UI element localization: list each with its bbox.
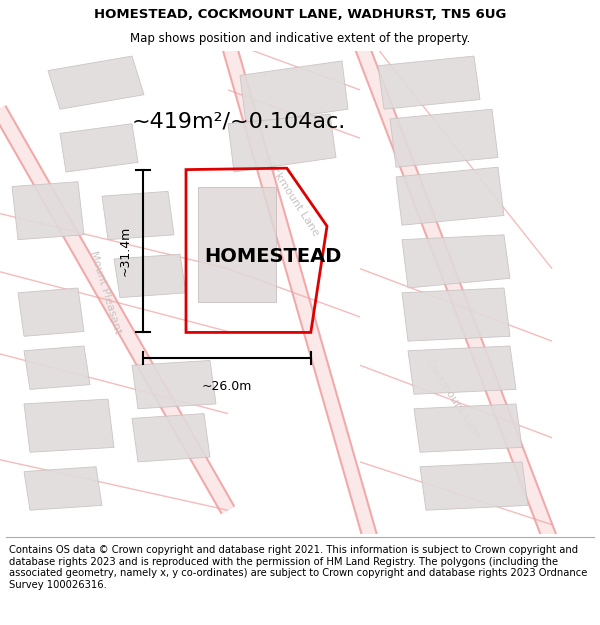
Polygon shape bbox=[48, 56, 144, 109]
Text: HOMESTEAD: HOMESTEAD bbox=[205, 247, 341, 266]
Text: Mount Pleasant: Mount Pleasant bbox=[88, 250, 122, 336]
Text: HOMESTEAD, COCKMOUNT LANE, WADHURST, TN5 6UG: HOMESTEAD, COCKMOUNT LANE, WADHURST, TN5… bbox=[94, 8, 506, 21]
Polygon shape bbox=[102, 191, 174, 239]
Polygon shape bbox=[240, 61, 348, 124]
Polygon shape bbox=[390, 109, 498, 168]
Polygon shape bbox=[24, 399, 114, 452]
Polygon shape bbox=[420, 462, 528, 510]
Polygon shape bbox=[60, 124, 138, 172]
Polygon shape bbox=[12, 182, 84, 239]
Text: ~31.4m: ~31.4m bbox=[119, 226, 132, 276]
Polygon shape bbox=[408, 346, 516, 394]
Polygon shape bbox=[414, 404, 522, 452]
Polygon shape bbox=[18, 288, 84, 336]
Polygon shape bbox=[396, 168, 504, 225]
Polygon shape bbox=[132, 361, 216, 409]
Text: Cockmount Lane: Cockmount Lane bbox=[423, 357, 483, 441]
Text: ~26.0m: ~26.0m bbox=[202, 380, 252, 392]
Text: Contains OS data © Crown copyright and database right 2021. This information is : Contains OS data © Crown copyright and d… bbox=[9, 545, 587, 590]
Text: Cockmount Lane: Cockmount Lane bbox=[261, 154, 321, 238]
Polygon shape bbox=[228, 114, 336, 172]
Polygon shape bbox=[132, 414, 210, 462]
Text: ~419m²/~0.104ac.: ~419m²/~0.104ac. bbox=[132, 111, 346, 131]
Polygon shape bbox=[402, 288, 510, 341]
Polygon shape bbox=[114, 254, 186, 298]
Polygon shape bbox=[24, 467, 102, 510]
Polygon shape bbox=[402, 235, 510, 288]
Text: Map shows position and indicative extent of the property.: Map shows position and indicative extent… bbox=[130, 32, 470, 45]
Polygon shape bbox=[198, 186, 276, 302]
Polygon shape bbox=[24, 346, 90, 389]
Polygon shape bbox=[378, 56, 480, 109]
